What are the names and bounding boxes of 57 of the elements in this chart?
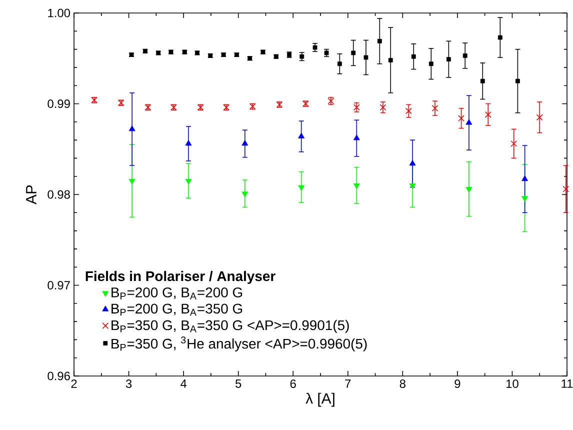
point bbox=[242, 192, 248, 198]
y-tick-label: 0.99 bbox=[48, 100, 70, 108]
x-tick-label: 4 bbox=[180, 380, 187, 388]
point bbox=[562, 186, 570, 192]
point bbox=[128, 178, 136, 185]
point bbox=[462, 53, 468, 58]
point bbox=[522, 175, 528, 182]
point bbox=[388, 58, 393, 62]
point bbox=[466, 187, 472, 193]
point bbox=[536, 114, 543, 121]
x-tick-label: 6 bbox=[290, 380, 296, 388]
y-tick-label: 0.97 bbox=[48, 281, 70, 290]
point bbox=[515, 78, 520, 84]
point bbox=[377, 38, 382, 44]
x-tick-label: 3 bbox=[126, 380, 132, 388]
point bbox=[432, 105, 438, 112]
x-axis-title: λ [A] bbox=[306, 392, 334, 407]
x-tick-label: 10 bbox=[506, 380, 518, 388]
legend-label: B$_{P}$=200 G, B$_{A}$=350 G bbox=[112, 304, 242, 316]
point bbox=[411, 54, 416, 59]
point bbox=[428, 62, 434, 66]
point bbox=[353, 134, 360, 140]
point bbox=[185, 178, 192, 185]
point bbox=[128, 125, 136, 132]
x-tick-label: 2 bbox=[71, 380, 77, 388]
point bbox=[353, 183, 360, 190]
point bbox=[484, 111, 492, 118]
point bbox=[405, 108, 412, 114]
point bbox=[353, 104, 360, 111]
y-axis-title: AP bbox=[26, 185, 36, 204]
point bbox=[242, 140, 248, 146]
x-tick-label: 5 bbox=[235, 380, 242, 388]
point bbox=[185, 140, 192, 146]
point bbox=[351, 50, 356, 56]
point bbox=[522, 196, 528, 202]
point bbox=[298, 185, 305, 191]
point bbox=[337, 62, 342, 66]
legend-label: B$_{P}$=350 G, B$_{A}$=350 G <AP>=0.9901(5) bbox=[112, 320, 349, 333]
legend-title: Fields in Polariser / Analyser bbox=[86, 270, 276, 284]
x-tick-label: 8 bbox=[400, 380, 406, 388]
legend-label: B$_{P}$=200 G, B$_{A}$=200 G bbox=[112, 287, 242, 300]
point bbox=[380, 104, 386, 111]
point bbox=[466, 119, 472, 125]
point bbox=[446, 57, 451, 62]
x-tick-label: 11 bbox=[562, 380, 573, 388]
point bbox=[298, 132, 305, 138]
x-tick-label: 9 bbox=[454, 380, 460, 388]
point bbox=[364, 55, 368, 60]
y-tick-label: 1.00 bbox=[48, 8, 70, 18]
x-tick-label: 7 bbox=[345, 380, 351, 388]
y-tick-label: 0.98 bbox=[48, 190, 70, 199]
point bbox=[480, 78, 485, 84]
point bbox=[510, 140, 518, 147]
point bbox=[458, 115, 465, 122]
point bbox=[498, 35, 502, 40]
legend-label: B$_{P}$=350 G, $^{3}$He analyser <AP>=0.9960(5) bbox=[112, 336, 367, 352]
y-tick-label: 0.96 bbox=[48, 372, 70, 380]
